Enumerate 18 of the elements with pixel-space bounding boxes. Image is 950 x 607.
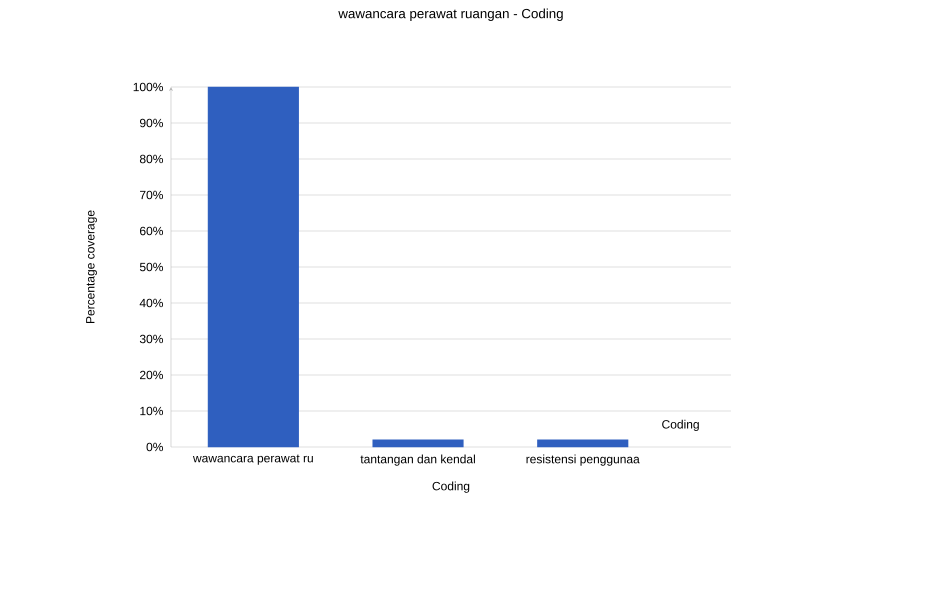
x-tick-label: resistensi penggunaa [526, 454, 640, 466]
y-axis-title: Percentage coverage [86, 210, 97, 324]
text: Coding [662, 420, 699, 431]
x-axis-title: Coding [432, 482, 470, 493]
y-tick-label: 100% [134, 82, 164, 92]
y-tick-label: 30% [140, 334, 164, 344]
x-tick-label: wawancara perawat ru [192, 454, 313, 465]
y-tick-label: 0% [146, 442, 164, 452]
x-tick-label: tantangan dan kendal [360, 454, 475, 466]
y-tick-label: 10% [140, 406, 164, 416]
y-tick-label: 80% [140, 154, 164, 164]
y-tick-label: 70% [140, 190, 164, 200]
y-tick-label: 50% [140, 262, 164, 272]
chart-title: wawancara perawat ruangan - Coding [338, 8, 563, 21]
y-tick-label: 60% [140, 226, 164, 236]
y-tick-label: 90% [140, 118, 164, 128]
y-tick-label: 20% [140, 370, 164, 380]
y-tick-label: 40% [140, 298, 164, 308]
